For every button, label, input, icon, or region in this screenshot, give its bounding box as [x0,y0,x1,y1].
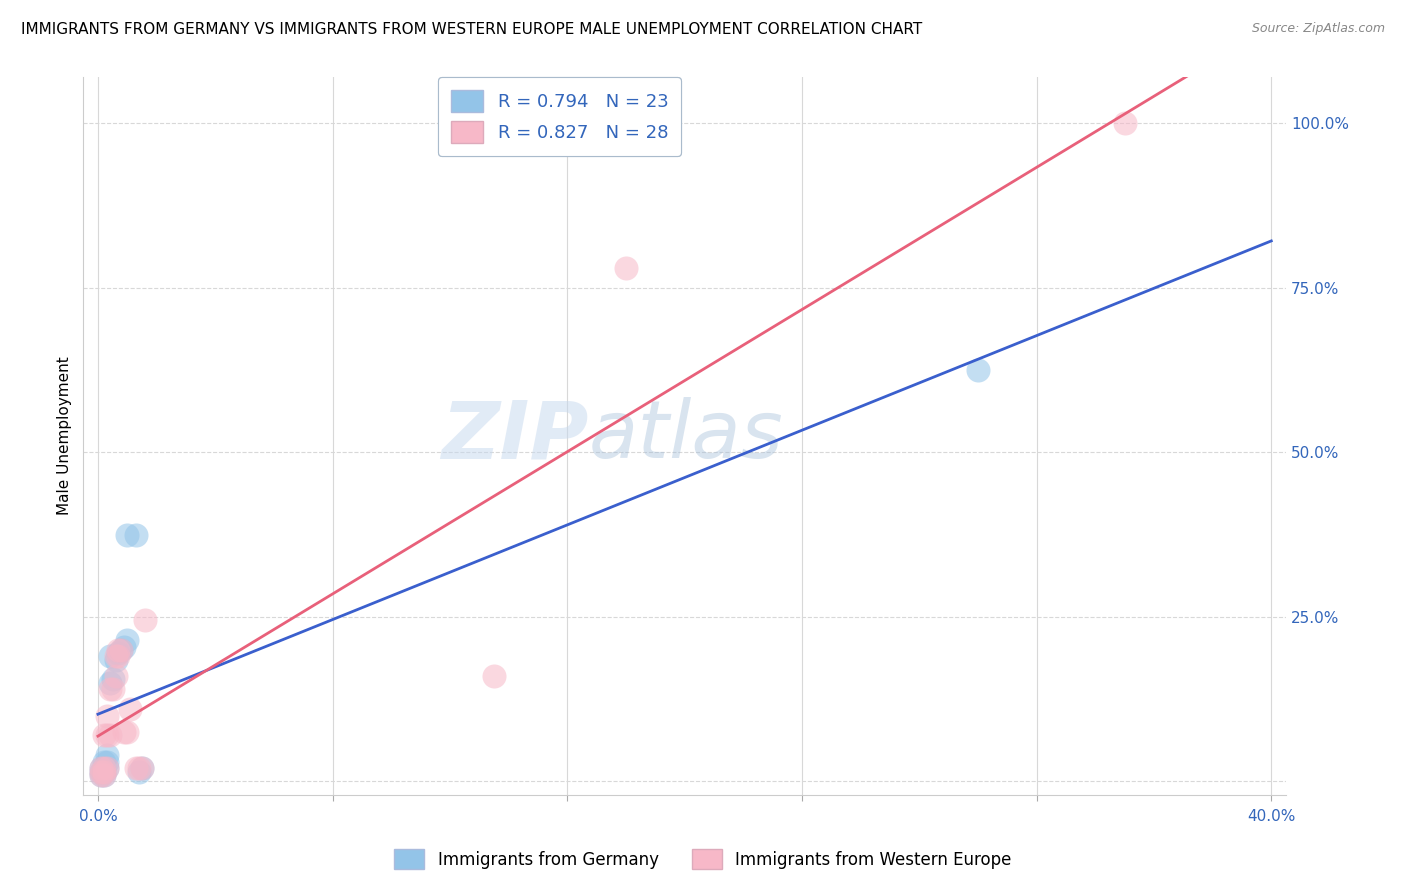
Point [131,761,153,775]
Point [93,764,115,779]
Point [131,761,153,775]
Text: ZIP: ZIP [441,397,589,475]
Point [104,649,127,664]
Point [93,768,115,782]
Point [482,669,505,683]
Point [107,643,129,657]
Legend: R = 0.794   N = 23, R = 0.827   N = 28: R = 0.794 N = 23, R = 0.827 N = 28 [439,78,681,156]
Point [1114,116,1136,130]
Point [98,682,121,697]
Point [96,728,118,742]
Point [90,764,112,779]
Text: IMMIGRANTS FROM GERMANY VS IMMIGRANTS FROM WESTERN EUROPE MALE UNEMPLOYMENT CORR: IMMIGRANTS FROM GERMANY VS IMMIGRANTS FR… [21,22,922,37]
Point [120,702,142,716]
Point [104,653,127,667]
Point [107,649,129,664]
Point [93,761,115,775]
Point [967,363,990,377]
Point [96,761,118,775]
Point [93,728,115,742]
Point [112,640,135,654]
Point [93,761,115,775]
Y-axis label: Male Unemployment: Male Unemployment [58,357,72,516]
Point [98,675,121,690]
Point [107,646,129,660]
Point [90,761,112,775]
Point [93,764,115,779]
Point [110,643,132,657]
Point [93,768,115,782]
Point [90,761,112,775]
Point [101,682,124,697]
Text: Source: ZipAtlas.com: Source: ZipAtlas.com [1251,22,1385,36]
Point [96,748,118,763]
Point [96,708,118,723]
Point [110,643,132,657]
Point [128,761,150,775]
Text: 0.0%: 0.0% [79,809,117,824]
Point [117,725,139,739]
Point [128,764,150,779]
Point [134,613,156,627]
Point [96,755,118,769]
Point [90,768,112,782]
Point [112,725,135,739]
Point [117,527,139,541]
Point [90,768,112,782]
Point [93,755,115,769]
Point [117,632,139,647]
Point [614,261,637,276]
Text: 40.0%: 40.0% [1247,809,1295,824]
Text: atlas: atlas [589,397,783,475]
Point [90,764,112,779]
Point [96,761,118,775]
Point [98,649,121,664]
Point [101,673,124,687]
Point [104,669,127,683]
Point [125,761,148,775]
Legend: Immigrants from Germany, Immigrants from Western Europe: Immigrants from Germany, Immigrants from… [384,838,1022,880]
Point [98,728,121,742]
Point [125,527,148,541]
